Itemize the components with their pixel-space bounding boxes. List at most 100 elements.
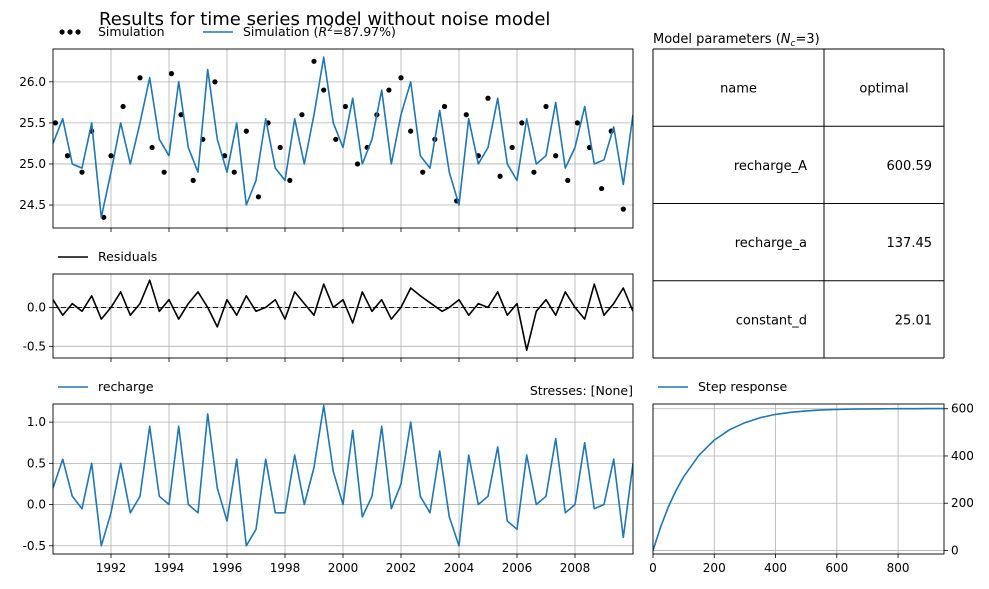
data-point	[120, 103, 126, 110]
series-line-residuals	[53, 279, 633, 351]
y-tick-label: 200	[951, 496, 974, 510]
data-point	[565, 177, 571, 183]
legend-label-r: R	[318, 24, 327, 39]
data-point	[101, 214, 107, 220]
table-cell-name: recharge_a	[735, 236, 807, 251]
data-point	[553, 153, 559, 159]
data-point	[519, 120, 525, 126]
table-title: Model parameters (Nc=3)	[653, 32, 820, 49]
residuals-panel: -0.5 0.0 Residuals	[23, 249, 634, 362]
data-point	[311, 58, 317, 64]
data-point	[354, 161, 361, 167]
x-tick-label: 1996	[212, 561, 243, 575]
axes-frame	[52, 273, 634, 359]
axes-frame	[652, 403, 945, 555]
table-header-name: name	[720, 82, 757, 97]
y-tick-label: 24.5	[19, 198, 46, 212]
figure-title: Results for time series model without no…	[99, 9, 550, 30]
y-tick-label: 26.0	[19, 75, 46, 89]
y-tick-label: 600	[951, 402, 974, 416]
table-title-sub: c	[791, 39, 796, 49]
legend-label-rest: =87.97%)	[333, 24, 396, 39]
data-point	[333, 136, 339, 142]
table-title-pre: Model parameters (	[653, 32, 781, 47]
x-tick-label: 800	[887, 561, 910, 575]
y-tick-label: 0.5	[27, 456, 46, 470]
legend-marker	[67, 29, 73, 35]
legend-label: Residuals	[98, 249, 157, 264]
data-point	[398, 75, 404, 81]
data-point	[543, 103, 549, 110]
data-point	[79, 169, 85, 175]
legend-label-text: Simulation (	[243, 24, 318, 39]
axes-frame	[52, 48, 634, 229]
y-tick-label: 25.0	[19, 157, 46, 171]
table-cell-value: 600.59	[887, 159, 933, 174]
legend-label: recharge	[98, 379, 154, 394]
x-tick-label: 2004	[444, 561, 475, 575]
legend-label: Simulation	[98, 24, 165, 39]
x-tick-label: 0	[649, 561, 657, 575]
recharge-panel: 1992 1994 1996 1998 2000 2002 2004 2006 2008 -0.5…	[23, 379, 634, 575]
x-tick-label: 200	[703, 561, 726, 575]
x-tick-label: 600	[825, 561, 848, 575]
data-point	[509, 144, 515, 151]
data-point	[190, 177, 196, 183]
table-cell-value: 25.01	[895, 313, 932, 328]
data-point	[321, 87, 327, 93]
table-header-optimal: optimal	[859, 82, 908, 97]
data-point	[299, 112, 305, 118]
data-point	[598, 185, 605, 192]
data-point	[574, 120, 581, 126]
data-point	[441, 103, 448, 110]
legend-label: Simulation (R2=87.97%)	[243, 24, 396, 39]
y-tick-label: -0.5	[23, 539, 46, 553]
data-point	[386, 87, 392, 93]
legend-marker	[75, 29, 81, 35]
data-point	[485, 95, 491, 101]
table-cell-name: recharge_A	[734, 159, 807, 174]
y-tick-label: 0.0	[27, 300, 46, 314]
data-point	[64, 153, 71, 159]
x-tick-label: 2000	[328, 561, 359, 575]
series-line-simulation-r-87-97	[53, 56, 633, 219]
legend-marker	[59, 29, 65, 35]
parameters-table: Model parameters (Nc=3) name optimal recha…	[652, 32, 945, 359]
simulation-panel: 24.5 25.0 25.5 26.0 Simulation Simulation (R2…	[19, 24, 634, 232]
table-title-var: N	[781, 32, 791, 47]
plot-area	[53, 56, 633, 220]
data-point	[108, 153, 114, 159]
y-tick-label: -0.5	[23, 339, 46, 353]
data-point	[161, 169, 167, 175]
data-point	[137, 75, 143, 81]
table-title-post: =3)	[795, 32, 819, 47]
x-tick-label: 400	[764, 561, 787, 575]
plot-area	[653, 407, 944, 551]
table-cell-value: 137.45	[887, 236, 933, 251]
data-point	[342, 103, 349, 110]
step-response-panel: 0 200 400 600 800 0 200 400 600 Step response	[649, 379, 974, 575]
data-point	[287, 177, 293, 183]
plot-area	[53, 404, 633, 547]
data-point	[243, 128, 249, 134]
x-tick-label: 2008	[560, 561, 591, 575]
series-line-recharge	[53, 404, 633, 547]
data-point	[420, 169, 426, 175]
y-tick-label: 0	[951, 543, 959, 557]
y-tick-label: 1.0	[27, 415, 46, 429]
data-point	[620, 206, 626, 212]
stresses-annotation: Stresses: [None]	[530, 383, 633, 398]
x-tick-label: 2006	[502, 561, 533, 575]
data-point	[255, 194, 262, 200]
data-point	[531, 169, 537, 175]
data-point	[178, 112, 184, 118]
data-point	[149, 144, 155, 151]
data-point	[168, 71, 175, 77]
data-point	[497, 173, 503, 179]
x-tick-label: 1992	[96, 561, 127, 575]
y-tick-label: 400	[951, 449, 974, 463]
table-cell-name: constant_d	[736, 313, 807, 328]
axes-frame	[52, 403, 634, 555]
y-tick-label: 0.0	[27, 498, 46, 512]
